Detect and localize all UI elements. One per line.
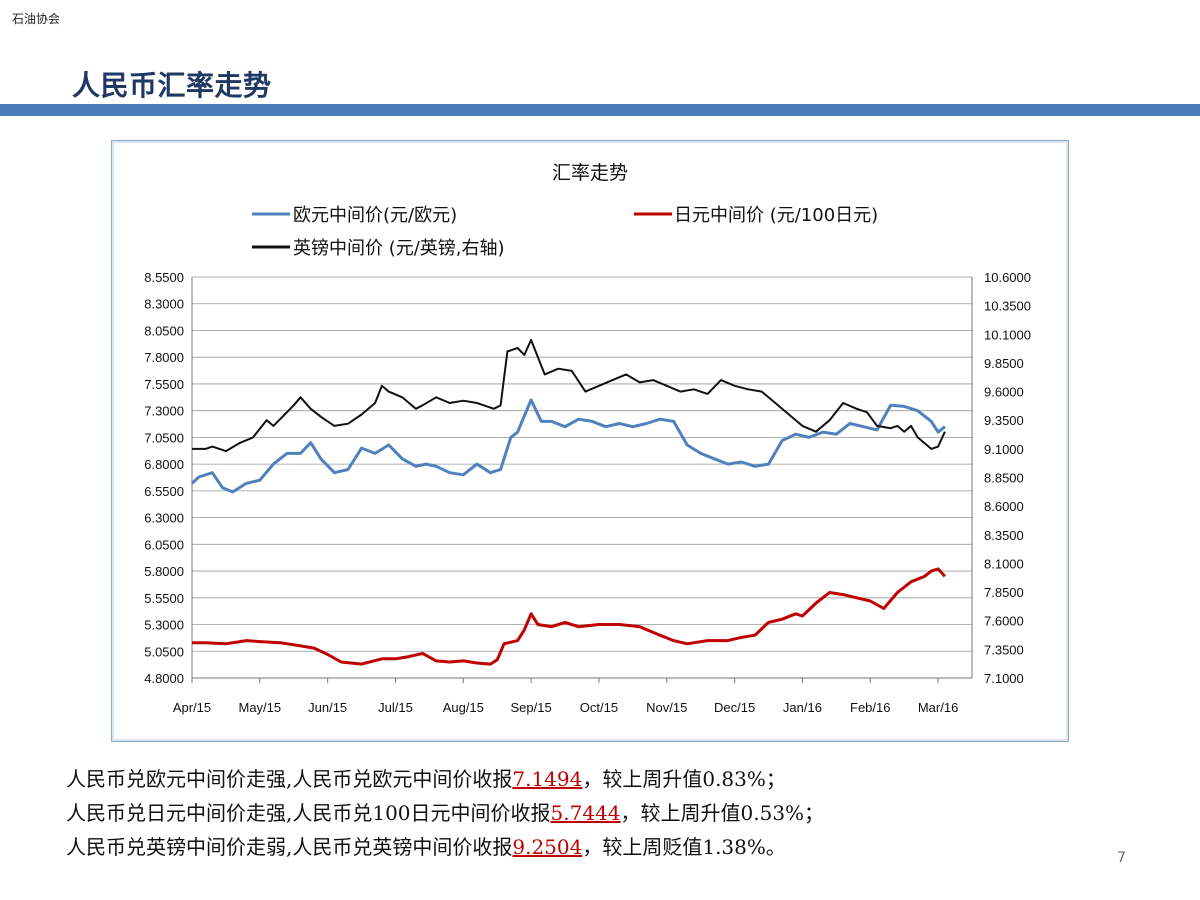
chart-frame: 汇率走势 欧元中间价(元/欧元) 日元中间价 (元/100日元) 英镑中间价 (… <box>111 140 1069 742</box>
page-title: 人民币汇率走势 <box>72 69 272 102</box>
x-tick-label: Apr/15 <box>173 700 211 715</box>
series-line-gbp <box>192 339 946 453</box>
y-right-tick-label: 10.6000 <box>984 270 1031 285</box>
y-left-tick-label: 6.3000 <box>144 511 184 526</box>
y-left-tick-label: 5.8000 <box>144 564 184 579</box>
y-left-tick-label: 7.8000 <box>144 350 184 365</box>
y-left-tick-label: 5.0500 <box>144 644 184 659</box>
y-right-tick-label: 7.6000 <box>984 614 1024 629</box>
note-suffix: ，较上周升值0.53%； <box>620 801 825 825</box>
note-text: 人民币兑英镑中间价走弱,人民币兑英镑中间价收报 <box>66 835 513 859</box>
series-line-jpy <box>192 567 947 666</box>
y-right-tick-label: 7.8500 <box>984 585 1024 600</box>
y-right-tick-label: 8.8500 <box>984 471 1024 486</box>
x-tick-label: Aug/15 <box>443 700 484 715</box>
note-suffix: ，较上周贬值1.38%。 <box>582 835 786 859</box>
y-left-tick-label: 7.3000 <box>144 404 184 419</box>
x-tick-label: Feb/16 <box>850 700 890 715</box>
y-right-tick-label: 8.1000 <box>984 556 1024 571</box>
legend-label-eur: 欧元中间价(元/欧元) <box>293 205 457 226</box>
note-value: 7.1494 <box>512 767 583 791</box>
y-left-tick-label: 6.8000 <box>144 457 184 472</box>
y-right-tick-label: 10.3500 <box>984 299 1031 314</box>
y-right-tick-label: 9.8500 <box>984 356 1024 371</box>
y-left-tick-label: 4.8000 <box>144 671 184 686</box>
note-text: 人民币兑欧元中间价走强,人民币兑欧元中间价收报 <box>66 767 513 791</box>
legend-label-gbp: 英镑中间价 (元/英镑,右轴) <box>293 238 505 259</box>
y-left-tick-label: 8.3000 <box>144 297 184 312</box>
note-line-eur: 人民币兑欧元中间价走强,人民币兑欧元中间价收报7.1494，较上周升值0.83%… <box>66 762 824 796</box>
note-value: 5.7444 <box>550 801 621 825</box>
note-text: 人民币兑日元中间价走强,人民币兑100日元中间价收报 <box>66 801 551 825</box>
x-tick-label: May/15 <box>239 700 282 715</box>
x-tick-label: Jun/15 <box>308 700 347 715</box>
y-left-tick-label: 6.5500 <box>144 484 184 499</box>
y-right-tick-label: 8.6000 <box>984 499 1024 514</box>
y-left-tick-label: 5.3000 <box>144 618 184 633</box>
y-left-tick-label: 8.0500 <box>144 323 184 338</box>
series-line-eur <box>190 398 946 494</box>
y-left-tick-label: 6.0500 <box>144 537 184 552</box>
exchange-rate-chart: 汇率走势 欧元中间价(元/欧元) 日元中间价 (元/100日元) 英镑中间价 (… <box>144 162 1031 715</box>
y-right-tick-label: 10.1000 <box>984 327 1031 342</box>
y-right-tick-label: 9.3500 <box>984 413 1024 428</box>
page-number: 7 <box>1117 850 1126 866</box>
note-line-gbp: 人民币兑英镑中间价走弱,人民币兑英镑中间价收报9.2504，较上周贬值1.38%… <box>66 830 824 864</box>
y-right-tick-label: 8.3500 <box>984 528 1024 543</box>
note-suffix: ，较上周升值0.83%； <box>582 767 786 791</box>
legend-label-jpy: 日元中间价 (元/100日元) <box>674 205 878 226</box>
x-tick-label: Mar/16 <box>918 700 958 715</box>
y-right-tick-label: 9.1000 <box>984 442 1024 457</box>
note-line-jpy: 人民币兑日元中间价走强,人民币兑100日元中间价收报5.7444，较上周升值0.… <box>66 796 824 830</box>
x-tick-label: Jan/16 <box>783 700 822 715</box>
y-right-tick-label: 7.1000 <box>984 671 1024 686</box>
x-tick-label: Oct/15 <box>580 700 618 715</box>
x-tick-label: Sep/15 <box>511 700 552 715</box>
y-left-tick-label: 7.5500 <box>144 377 184 392</box>
x-tick-label: Nov/15 <box>646 700 687 715</box>
x-tick-label: Jul/15 <box>378 700 413 715</box>
title-underline-bar <box>0 104 1200 116</box>
chart-title: 汇率走势 <box>552 162 628 184</box>
y-right-tick-label: 9.6000 <box>984 385 1024 400</box>
y-right-tick-label: 7.3500 <box>984 642 1024 657</box>
org-label: 石油协会 <box>12 12 61 26</box>
notes-block: 人民币兑欧元中间价走强,人民币兑欧元中间价收报7.1494，较上周升值0.83%… <box>66 762 824 864</box>
y-left-tick-label: 7.0500 <box>144 430 184 445</box>
note-value: 9.2504 <box>512 835 583 859</box>
x-tick-label: Dec/15 <box>714 700 755 715</box>
y-left-tick-label: 8.5500 <box>144 270 184 285</box>
y-left-tick-label: 5.5500 <box>144 591 184 606</box>
